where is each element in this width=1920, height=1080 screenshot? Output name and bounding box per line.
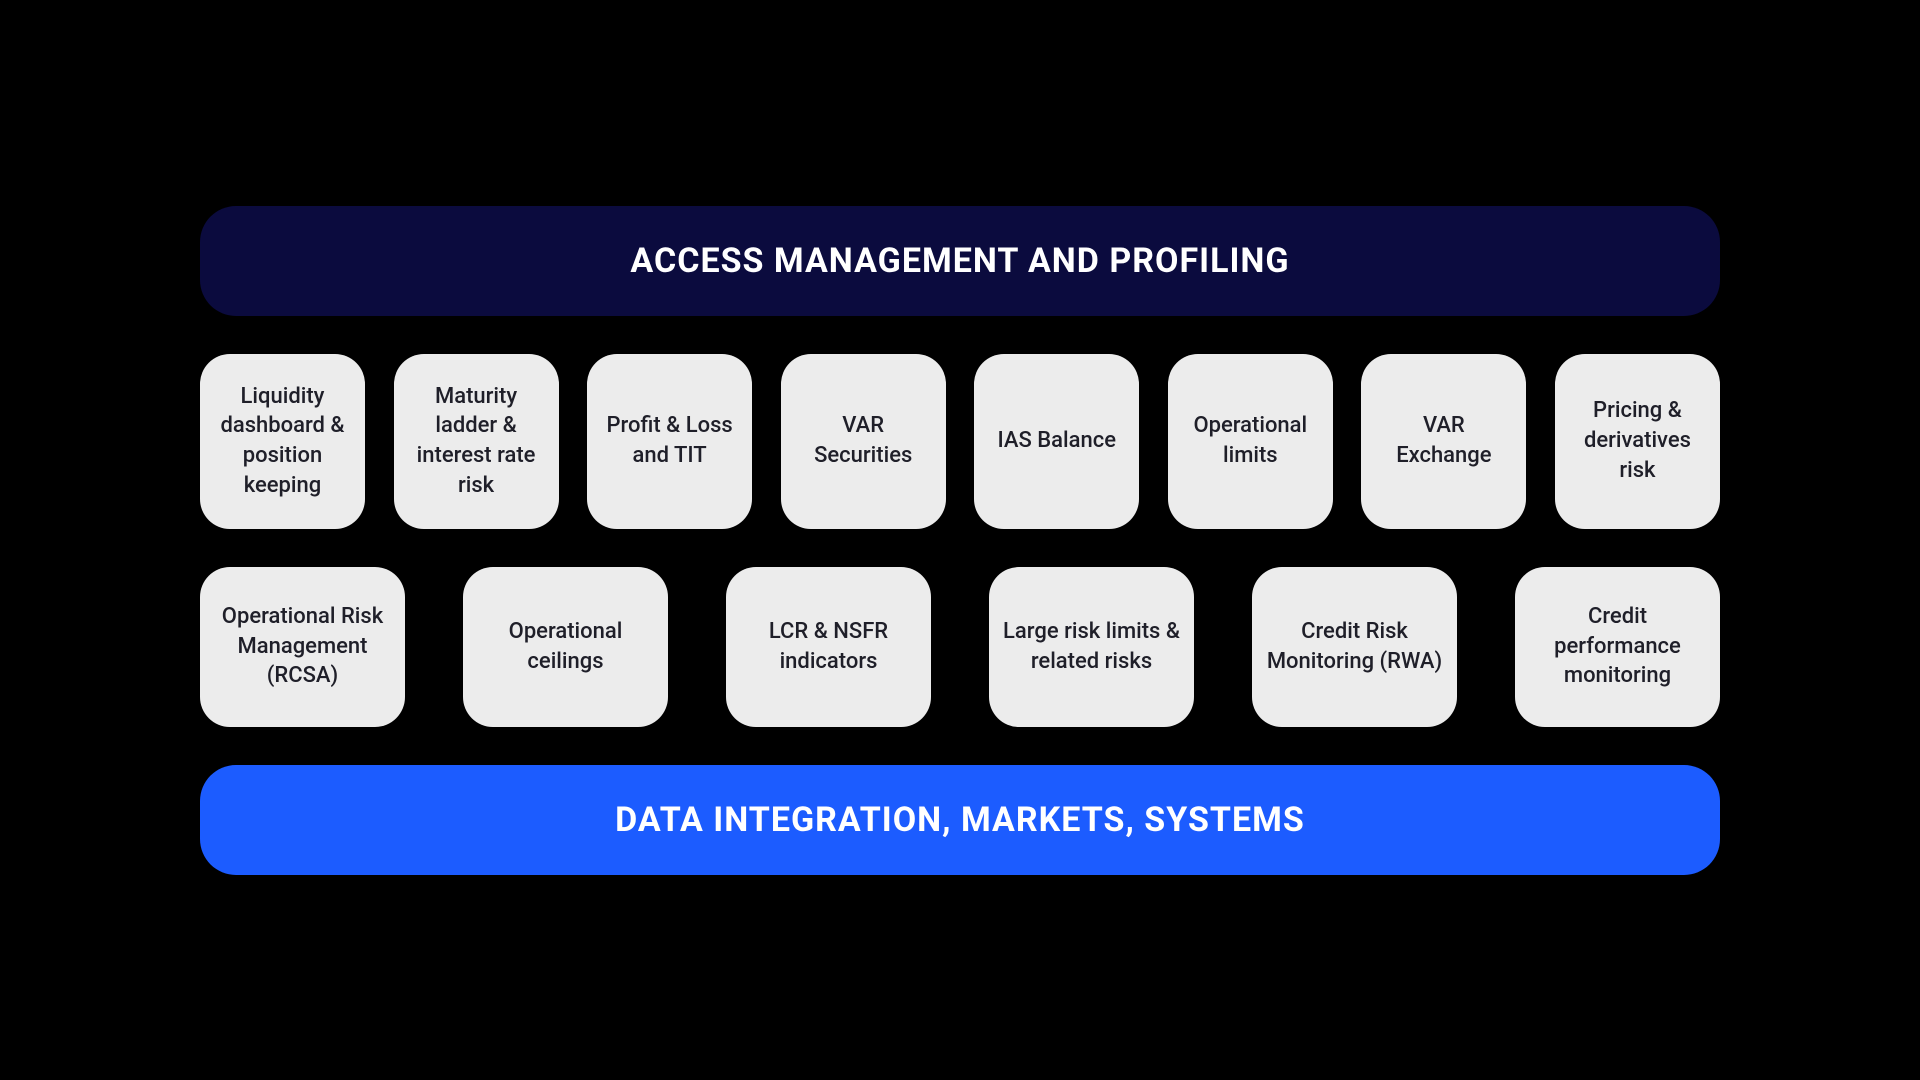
module-card-label: Operational ceilings [477,617,654,676]
module-card: VAR Securities [781,354,946,529]
module-card-label: Pricing & derivatives risk [1569,396,1706,485]
module-row-2: Operational Risk Management (RCSA) Operat… [200,567,1720,727]
module-card-label: Liquidity dashboard & position keeping [214,382,351,501]
bottom-banner-text: DATA INTEGRATION, MARKETS, SYSTEMS [615,800,1305,840]
bottom-banner: DATA INTEGRATION, MARKETS, SYSTEMS [200,765,1720,875]
module-card: Credit Risk Monitoring (RWA) [1252,567,1457,727]
module-card-label: LCR & NSFR indicators [740,617,917,676]
module-card: Maturity ladder & interest rate risk [394,354,559,529]
module-card-label: IAS Balance [997,426,1116,456]
module-card: Credit performance monitoring [1515,567,1720,727]
module-card-label: VAR Exchange [1375,411,1512,470]
module-card: Operational limits [1168,354,1333,529]
module-card: VAR Exchange [1361,354,1526,529]
top-banner: ACCESS MANAGEMENT AND PROFILING [200,206,1720,316]
module-card: Pricing & derivatives risk [1555,354,1720,529]
diagram-stage: ACCESS MANAGEMENT AND PROFILING Liquidit… [200,206,1720,875]
module-card-label: Credit performance monitoring [1529,602,1706,691]
module-card-label: Operational Risk Management (RCSA) [214,602,391,691]
module-card: Liquidity dashboard & position keeping [200,354,365,529]
module-card: Large risk limits & related risks [989,567,1194,727]
module-card: IAS Balance [974,354,1139,529]
module-card-label: Operational limits [1182,411,1319,470]
module-row-1: Liquidity dashboard & position keeping Ma… [200,354,1720,529]
module-card: Operational ceilings [463,567,668,727]
module-card: LCR & NSFR indicators [726,567,931,727]
module-card: Profit & Loss and TIT [587,354,752,529]
module-card-label: Profit & Loss and TIT [601,411,738,470]
module-card-label: Credit Risk Monitoring (RWA) [1266,617,1443,676]
module-card-label: Large risk limits & related risks [1003,617,1180,676]
module-card: Operational Risk Management (RCSA) [200,567,405,727]
module-card-label: Maturity ladder & interest rate risk [408,382,545,501]
top-banner-text: ACCESS MANAGEMENT AND PROFILING [630,241,1289,281]
module-card-label: VAR Securities [795,411,932,470]
